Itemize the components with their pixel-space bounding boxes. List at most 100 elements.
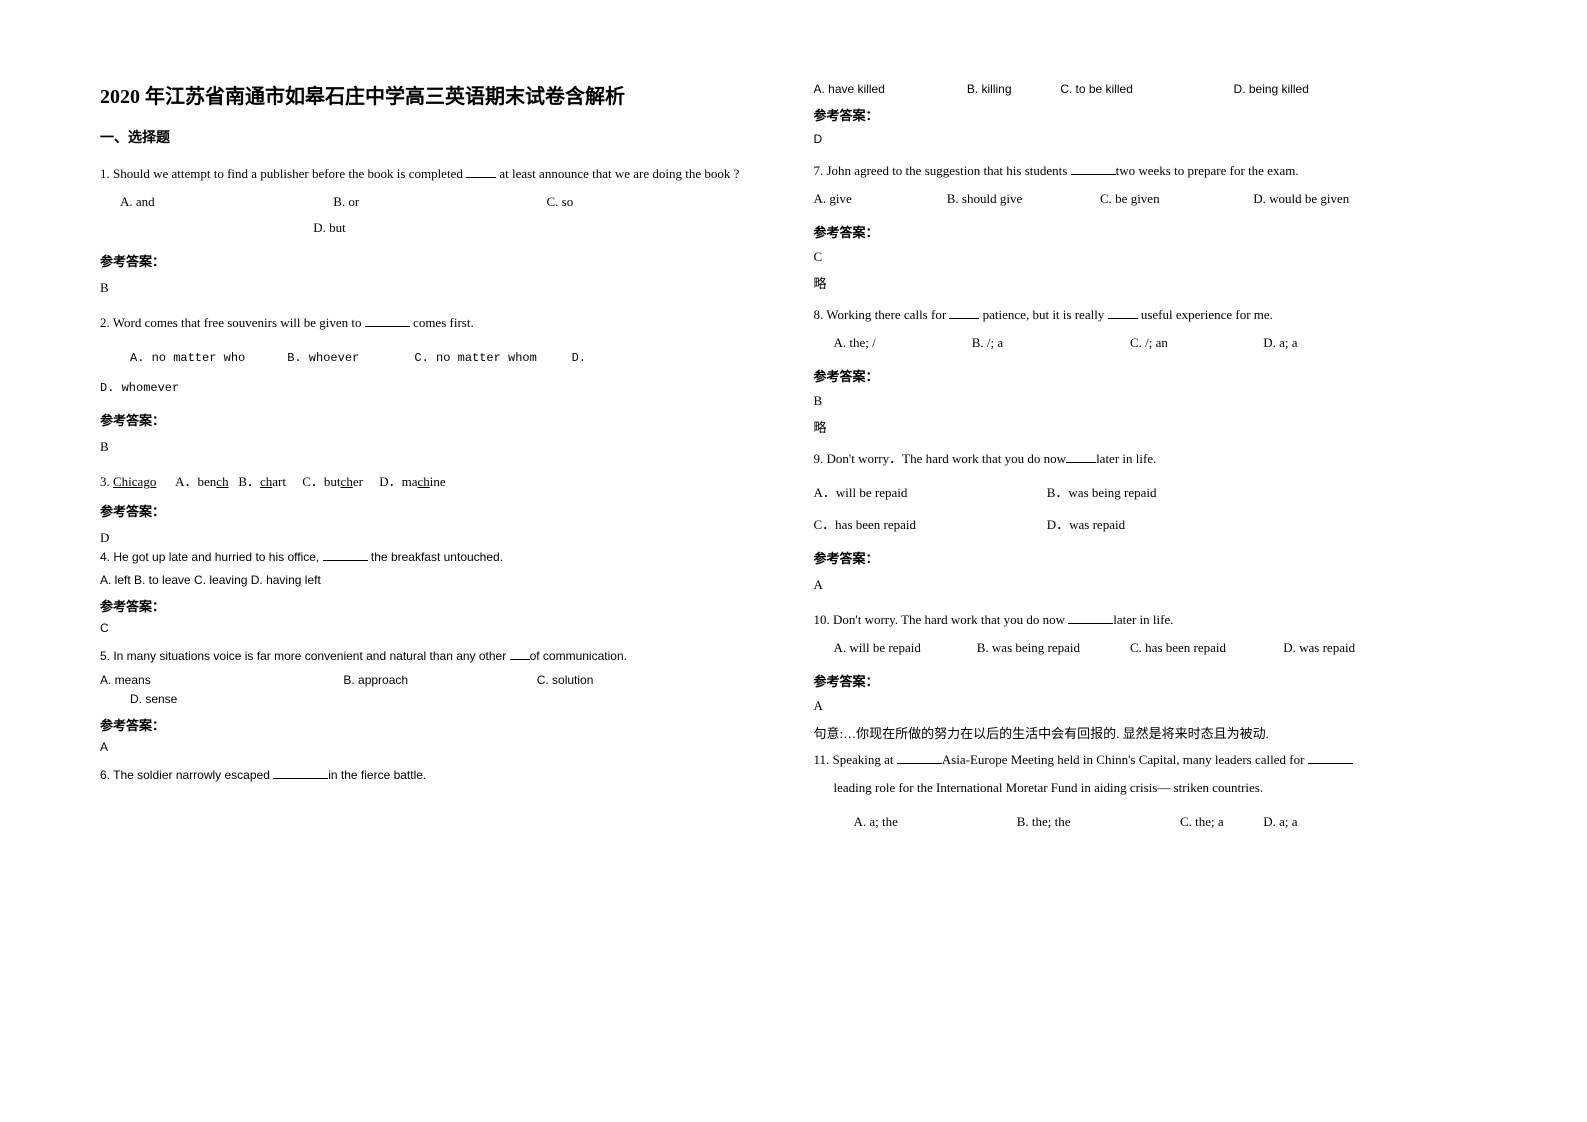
- q9-opt-d: D．was repaid: [1047, 512, 1125, 538]
- q3-opt-d2: ch: [417, 474, 429, 489]
- q3-text-a: 3.: [100, 474, 113, 489]
- q3-opt-b3: art: [272, 474, 286, 489]
- q6-answer: D: [814, 132, 1488, 146]
- q3-opt-d: D．ma: [379, 474, 417, 489]
- question-2: 2. Word comes that free souvenirs will b…: [100, 310, 774, 336]
- question-10: 10. Don't worry. The hard work that you …: [814, 607, 1488, 633]
- q4-text-a: 4. He got up late and hurried to his off…: [100, 550, 323, 564]
- q8-answer: B: [814, 393, 1488, 409]
- q4-answer: C: [100, 621, 774, 635]
- blank: [1108, 318, 1138, 319]
- blank: [949, 318, 979, 319]
- q7-text-a: 7. John agreed to the suggestion that hi…: [814, 163, 1071, 178]
- section-heading: 一、选择题: [100, 127, 774, 147]
- q7-answer: C: [814, 249, 1488, 265]
- right-column: A. have killed B. killing C. to be kille…: [814, 80, 1488, 1082]
- q7-answer-label: 参考答案：: [814, 222, 1488, 241]
- q2-options: A. no matter who B. whoever C. no matter…: [100, 346, 774, 370]
- q3-word: Chicago: [113, 474, 156, 489]
- q10-explanation: 句意:…你现在所做的努力在以后的生活中会有回报的. 显然是将来时态且为被动.: [814, 724, 1488, 745]
- q9-text-a: 9. Don't worry．The hard work that you do…: [814, 451, 1067, 466]
- q10-opt-d: D. was repaid: [1283, 635, 1355, 661]
- q4-text-b: the breakfast untouched.: [368, 550, 503, 564]
- q9-text-b: later in life.: [1096, 451, 1156, 466]
- q2-text-b: comes first.: [410, 315, 474, 330]
- q7-opt-b: B. should give: [947, 186, 1097, 212]
- q1-answer-label: 参考答案：: [100, 251, 774, 270]
- question-9: 9. Don't worry．The hard work that you do…: [814, 446, 1488, 472]
- q10-options: A. will be repaid B. was being repaid C.…: [814, 635, 1488, 661]
- q1-opt-c: C. so: [547, 189, 574, 215]
- blank: [1071, 174, 1116, 175]
- blank: [273, 778, 328, 779]
- q11-text-a: 11. Speaking at: [814, 752, 897, 767]
- q3-opt-c: C．but: [302, 474, 340, 489]
- q2-opt-a: A. no matter who: [130, 346, 280, 370]
- q7-opt-d: D. would be given: [1253, 186, 1349, 212]
- q8-answer-label: 参考答案：: [814, 366, 1488, 385]
- q1-answer: B: [100, 280, 774, 296]
- q1-opt-d: D. but: [313, 215, 346, 241]
- q10-opt-c: C. has been repaid: [1130, 635, 1280, 661]
- q6-answer-label: 参考答案：: [814, 105, 1488, 124]
- q9-answer: A: [814, 577, 1488, 593]
- q5-opt-c: C. solution: [537, 671, 594, 690]
- blank: [1308, 763, 1353, 764]
- q5-opt-b: B. approach: [343, 671, 533, 690]
- q11-opt-b: B. the; the: [1017, 809, 1177, 835]
- q3-opt-a: A．ben: [175, 474, 216, 489]
- blank: [510, 659, 530, 660]
- q10-opt-a: A. will be repaid: [834, 635, 974, 661]
- q11-options: A. a; the B. the; the C. the; a D. a; a: [814, 809, 1488, 835]
- q11-opt-a: A. a; the: [854, 809, 1014, 835]
- q8-skip: 略: [814, 417, 1488, 436]
- blank: [323, 560, 368, 561]
- q8-opt-c: C. /; an: [1130, 330, 1260, 356]
- q3-answer-label: 参考答案：: [100, 501, 774, 520]
- q4-answer-label: 参考答案：: [100, 596, 774, 615]
- page-title: 2020 年江苏省南通市如皋石庄中学高三英语期末试卷含解析: [100, 80, 774, 109]
- q2-answer-label: 参考答案：: [100, 410, 774, 429]
- question-3: 3. Chicago A．bench B．chart C．butcher D．m…: [100, 469, 774, 495]
- q6-text-b: in the fierce battle.: [328, 768, 426, 782]
- question-1: 1. Should we attempt to find a publisher…: [100, 161, 774, 187]
- q9-options-row1: A．will be repaid B．was being repaid: [814, 480, 1488, 506]
- q3-opt-a2: ch: [216, 474, 228, 489]
- q9-options-row2: C．has been repaid D．was repaid: [814, 512, 1488, 538]
- q2-answer: B: [100, 439, 774, 455]
- q5-text-a: 5. In many situations voice is far more …: [100, 649, 510, 663]
- left-column: 2020 年江苏省南通市如皋石庄中学高三英语期末试卷含解析 一、选择题 1. S…: [100, 80, 774, 1082]
- q5-opt-a: A. means: [100, 671, 340, 690]
- q9-opt-c: C．has been repaid: [814, 512, 1044, 538]
- q6-opt-c: C. to be killed: [1060, 80, 1230, 99]
- q11-opt-d: D. a; a: [1263, 809, 1297, 835]
- q11-text-b: Asia-Europe Meeting held in Chinn's Capi…: [942, 752, 1308, 767]
- q5-answer: A: [100, 740, 774, 754]
- question-4: 4. He got up late and hurried to his off…: [100, 548, 774, 567]
- q10-text-b: later in life.: [1113, 612, 1173, 627]
- q7-skip: 略: [814, 273, 1488, 292]
- q1-text-b: at least announce that we are doing the …: [496, 166, 739, 181]
- q8-opt-d: D. a; a: [1263, 330, 1297, 356]
- q8-text-b: patience, but it is really: [979, 307, 1107, 322]
- q11-text-c: leading role for the International Moret…: [814, 775, 1488, 801]
- q2-text-a: 2. Word comes that free souvenirs will b…: [100, 315, 365, 330]
- q9-opt-a: A．will be repaid: [814, 480, 1044, 506]
- q3-opt-d3: ine: [430, 474, 446, 489]
- q3-opt-c2: ch: [341, 474, 353, 489]
- blank: [466, 177, 496, 178]
- q7-opt-c: C. be given: [1100, 186, 1250, 212]
- q6-options: A. have killed B. killing C. to be kille…: [814, 80, 1488, 99]
- q2-opt-d: D. whomever: [100, 376, 774, 400]
- q7-opt-a: A. give: [814, 186, 944, 212]
- q3-opt-b2: ch: [260, 474, 272, 489]
- q3-opt-b: B．: [238, 474, 260, 489]
- question-7: 7. John agreed to the suggestion that hi…: [814, 158, 1488, 184]
- question-8: 8. Working there calls for patience, but…: [814, 302, 1488, 328]
- q1-text-a: 1. Should we attempt to find a publisher…: [100, 166, 466, 181]
- q11-opt-c: C. the; a: [1180, 809, 1260, 835]
- q8-options: A. the; / B. /; a C. /; an D. a; a: [814, 330, 1488, 356]
- q10-opt-b: B. was being repaid: [977, 635, 1127, 661]
- q8-text-c: useful experience for me.: [1138, 307, 1273, 322]
- q10-text-a: 10. Don't worry. The hard work that you …: [814, 612, 1069, 627]
